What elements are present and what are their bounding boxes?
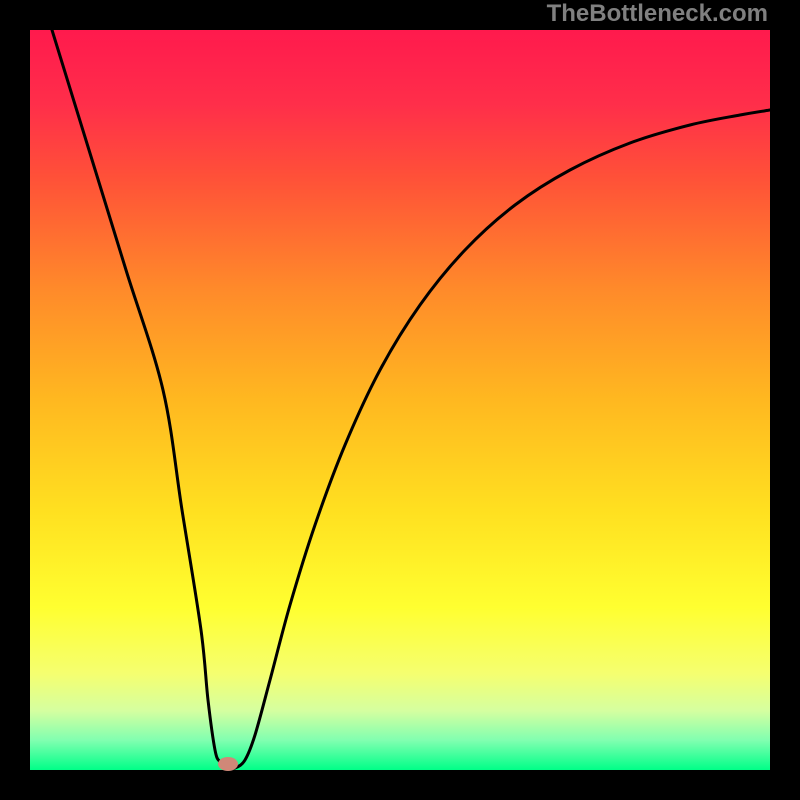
chart-container: TheBottleneck.com (0, 0, 800, 800)
border-bottom (0, 770, 800, 800)
optimal-point-marker (218, 757, 238, 771)
border-left (0, 0, 30, 800)
border-right (770, 0, 800, 800)
watermark-text: TheBottleneck.com (547, 0, 768, 28)
bottleneck-curve (30, 30, 770, 770)
plot-area (30, 30, 770, 770)
